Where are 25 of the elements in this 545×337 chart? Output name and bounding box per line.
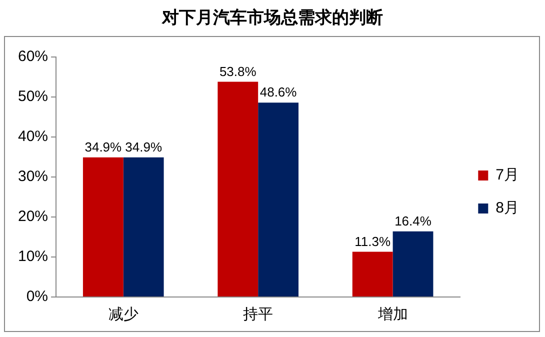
data-label: 53.8%	[219, 64, 257, 79]
data-label: 48.6%	[260, 84, 298, 100]
bar	[352, 252, 393, 296]
bar	[258, 102, 299, 296]
legend-label: 7月	[496, 166, 519, 184]
bar	[218, 82, 258, 296]
chart-title: 对下月汽车市场总需求的判断	[160, 7, 384, 29]
data-label: 34.9%	[125, 139, 162, 154]
y-tick-label: 10%	[18, 248, 48, 266]
y-tick-label: 60%	[18, 48, 48, 66]
x-tick-label: 增加	[376, 306, 408, 324]
bar	[392, 231, 434, 296]
y-tick-label: 30%	[18, 168, 48, 186]
bar	[82, 157, 124, 296]
legend-label: 8月	[496, 200, 519, 217]
data-label: 16.4%	[394, 213, 432, 228]
y-tick-label: 0%	[26, 288, 48, 306]
data-label: 11.3%	[354, 234, 391, 249]
x-tick-label: 减少	[108, 306, 138, 324]
y-tick-label: 50%	[18, 88, 48, 106]
data-label: 34.9%	[84, 139, 122, 154]
y-tick-label: 40%	[18, 128, 48, 146]
y-tick-label: 20%	[18, 208, 48, 226]
bar	[123, 157, 164, 296]
x-tick-label: 持平	[243, 306, 274, 324]
